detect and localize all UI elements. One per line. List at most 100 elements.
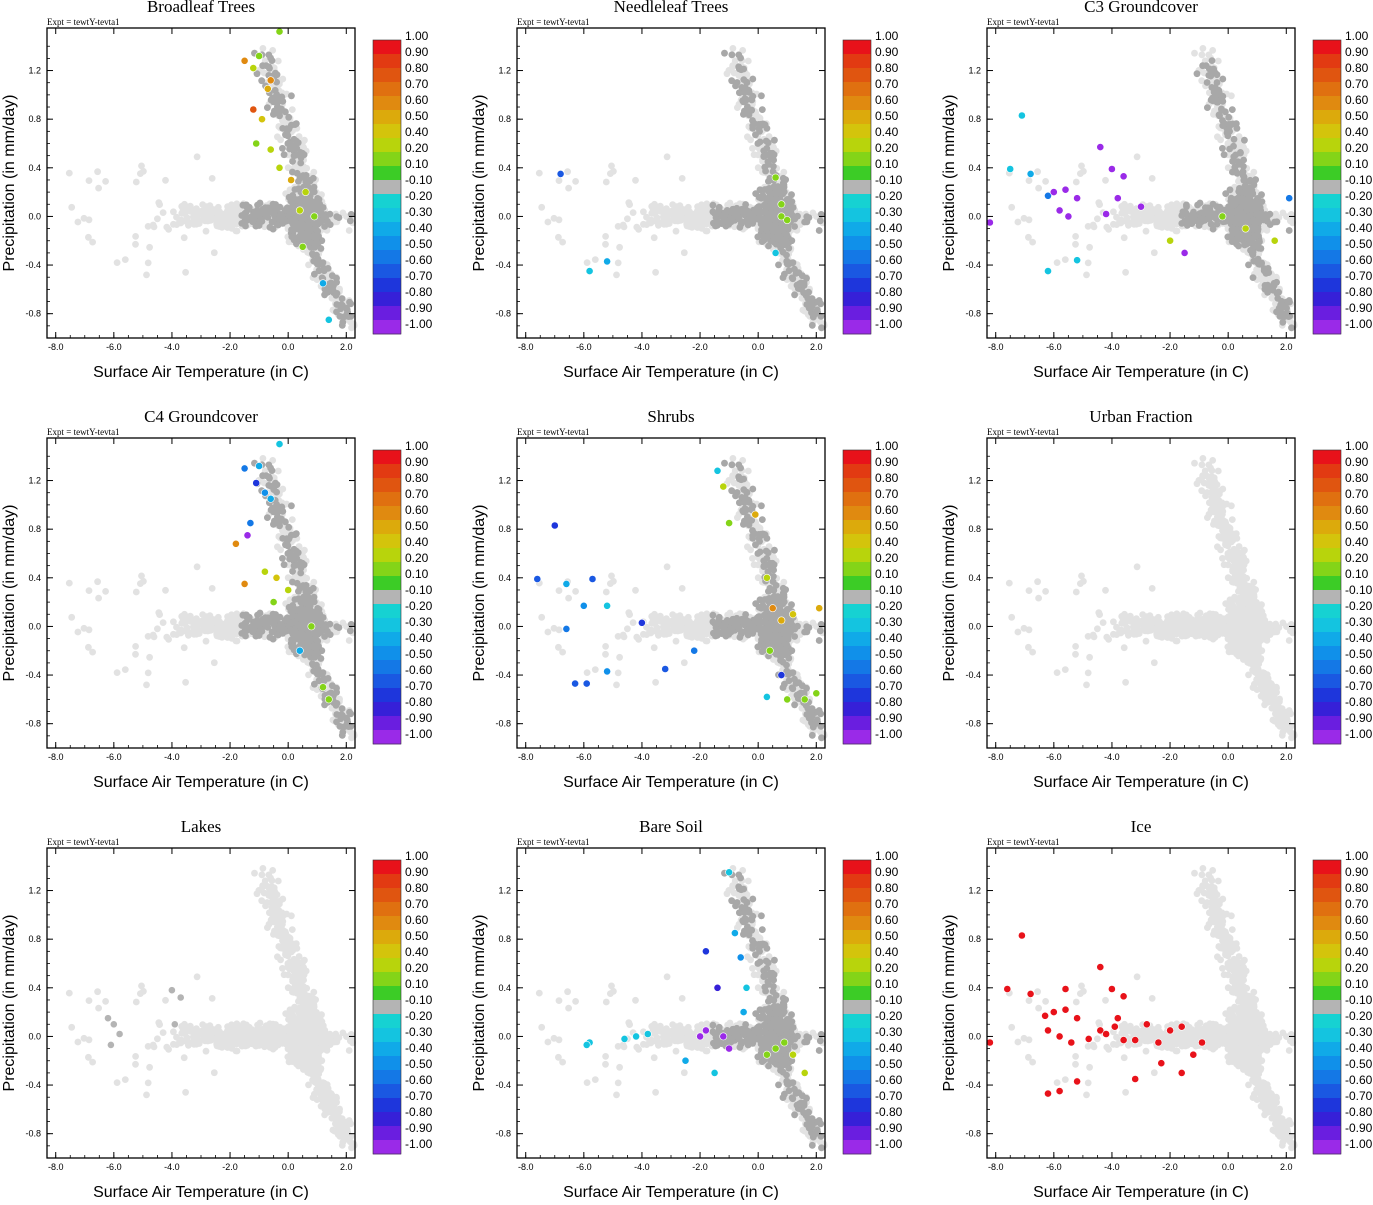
- colorbar-label: 0.20: [405, 141, 429, 155]
- background-point: [66, 170, 73, 177]
- domain-point: [763, 145, 770, 152]
- domain-point: [310, 200, 317, 207]
- background-point: [145, 260, 152, 267]
- domain-point: [339, 295, 346, 302]
- domain-point: [796, 281, 803, 288]
- x-tick-label: -4.0: [164, 342, 180, 352]
- domain-point: [779, 241, 786, 248]
- background-point: [602, 233, 609, 240]
- background-point: [68, 204, 75, 211]
- domain-point: [795, 269, 802, 276]
- domain-point: [257, 200, 264, 207]
- colorbar-label: 0.50: [875, 109, 899, 123]
- data-point: [311, 213, 318, 220]
- domain-point: [801, 219, 808, 226]
- colorbar-swatch: [843, 264, 871, 278]
- y-tick-label: -0.8: [495, 309, 511, 319]
- background-point: [670, 208, 677, 215]
- data-point: [604, 258, 611, 265]
- background-point: [194, 153, 201, 160]
- background-point: [178, 203, 185, 210]
- domain-point: [729, 51, 736, 58]
- domain-point: [740, 99, 747, 106]
- background-point: [651, 234, 658, 241]
- data-point: [276, 28, 283, 35]
- background-point: [234, 228, 241, 235]
- colorbar-label: -0.10: [875, 173, 903, 187]
- domain-point: [818, 324, 825, 331]
- background-point: [202, 215, 209, 222]
- colorbar-label: 0.80: [405, 61, 429, 75]
- domain-point: [306, 239, 313, 246]
- colorbar-label: 0.20: [875, 141, 899, 155]
- colorbar-label: 0.90: [405, 45, 429, 59]
- background-point: [730, 45, 737, 52]
- x-tick-label: 0.0: [282, 342, 295, 352]
- colorbar-swatch: [373, 68, 401, 82]
- domain-point: [781, 271, 788, 278]
- domain-point: [785, 261, 792, 268]
- colorbar-swatch: [843, 278, 871, 292]
- colorbar-label: -0.90: [875, 301, 903, 315]
- domain-point: [721, 50, 728, 57]
- domain-points: [710, 50, 825, 331]
- domain-point: [766, 185, 773, 192]
- colorbar-swatch: [373, 264, 401, 278]
- background-point: [584, 259, 591, 266]
- background-point: [145, 223, 152, 230]
- domain-point: [744, 220, 751, 227]
- background-point: [679, 175, 686, 182]
- data-point: [267, 77, 274, 84]
- x-tick-label: -4.0: [634, 342, 650, 352]
- domain-point: [734, 79, 741, 86]
- colorbar: 1.000.900.800.700.600.500.400.200.10-0.1…: [843, 29, 903, 334]
- domain-point: [277, 213, 284, 220]
- domain-point: [737, 55, 744, 62]
- domain-point: [774, 183, 781, 190]
- expt-label: Expt = tewtY-tevta1: [47, 17, 120, 27]
- domain-point: [314, 258, 321, 265]
- background-point: [565, 185, 572, 192]
- domain-point: [780, 175, 787, 182]
- colorbar-swatch: [373, 278, 401, 292]
- domain-point: [286, 146, 293, 153]
- domain-point: [285, 114, 292, 121]
- colorbar-swatch: [373, 96, 401, 110]
- x-tick-label: -6.0: [106, 342, 122, 352]
- background-point: [275, 58, 282, 65]
- background-point: [687, 217, 694, 224]
- data-point: [302, 189, 309, 196]
- colorbar-swatch: [843, 40, 871, 54]
- domain-point: [333, 309, 340, 316]
- domain-point: [779, 191, 786, 198]
- domain-point: [291, 136, 298, 143]
- background-point: [348, 324, 355, 331]
- domain-point: [281, 151, 288, 158]
- x-tick-label: -6.0: [576, 342, 592, 352]
- domain-point: [341, 313, 348, 320]
- domain-point: [712, 211, 719, 218]
- domain-point: [789, 275, 796, 282]
- colorbar-swatch: [843, 180, 871, 194]
- colorbar-swatch: [373, 110, 401, 124]
- domain-point: [749, 76, 756, 83]
- y-tick-label: -0.8: [25, 309, 41, 319]
- domain-point: [743, 79, 750, 86]
- background-point: [132, 233, 139, 240]
- background-point: [749, 145, 756, 152]
- domain-point: [287, 198, 294, 205]
- domain-point: [771, 137, 778, 144]
- domain-point: [318, 245, 325, 252]
- data-point: [557, 170, 564, 177]
- domain-point: [327, 211, 334, 218]
- domain-point: [749, 122, 756, 129]
- colorbar-swatch: [843, 194, 871, 208]
- domain-point: [241, 218, 248, 225]
- background-point: [170, 208, 177, 215]
- domain-point: [765, 178, 772, 185]
- background-point: [94, 168, 101, 175]
- colorbar-label: 0.60: [875, 93, 899, 107]
- background-point: [538, 204, 545, 211]
- colorbar-label: 0.80: [875, 61, 899, 75]
